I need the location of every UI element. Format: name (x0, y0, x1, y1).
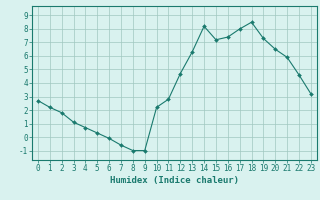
X-axis label: Humidex (Indice chaleur): Humidex (Indice chaleur) (110, 176, 239, 185)
